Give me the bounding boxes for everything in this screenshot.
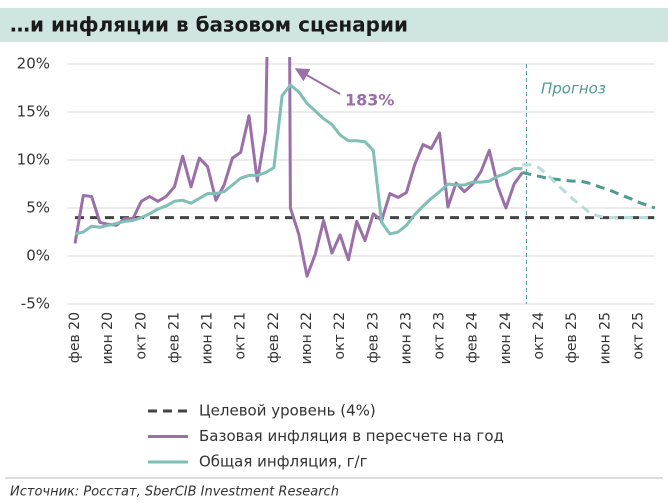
series-line	[73, 57, 524, 278]
y-tick-label: 0%	[26, 247, 50, 265]
x-tick-label: окт 25	[630, 312, 646, 359]
annotation-arrow	[294, 68, 341, 95]
x-tick-label: фев 23	[365, 312, 381, 363]
x-tick-label: июн 24	[498, 312, 514, 364]
source: Источник: Росстат, SberCIB Investment Re…	[10, 485, 339, 500]
x-tick-label: окт 21	[233, 312, 249, 359]
x-tick-label: окт 20	[133, 312, 149, 359]
annotation: 183%	[345, 91, 394, 110]
x-tick-label: фев 25	[564, 312, 580, 363]
x-tick-label: окт 22	[332, 312, 348, 359]
x-tick-label: июн 20	[100, 312, 116, 364]
series-line	[522, 163, 655, 220]
series-line	[74, 83, 523, 236]
chart-title: …и инфляции в базовом сценарии	[10, 13, 408, 37]
x-tick-label: фев 20	[67, 312, 83, 363]
y-tick-label: 15%	[17, 103, 50, 121]
y-tick-label: 10%	[17, 151, 50, 169]
legend-label: Общая инфляция, г/г	[199, 453, 368, 471]
x-tick-label: июн 21	[200, 312, 216, 364]
x-tick-label: июн 25	[597, 312, 613, 364]
legend-label: Целевой уровень (4%)	[199, 402, 376, 420]
x-tick-label: фев 21	[166, 312, 182, 363]
annotation: Прогноз	[541, 80, 606, 98]
x-tick-label: окт 24	[531, 312, 547, 360]
x-tick-label: июн 23	[398, 312, 414, 364]
x-tick-label: июн 22	[299, 312, 315, 364]
series-line	[522, 171, 656, 210]
y-tick-label: 5%	[26, 199, 50, 217]
legend-label: Базовая инфляция в пересчете на год	[199, 427, 504, 445]
y-tick-label: -5%	[21, 295, 50, 313]
title-bar	[0, 8, 668, 42]
y-tick-label: 20%	[17, 55, 50, 73]
x-tick-label: фев 24	[465, 312, 481, 363]
x-tick-label: окт 23	[432, 312, 448, 359]
x-tick-label: фев 22	[266, 312, 282, 363]
plot	[73, 57, 656, 278]
